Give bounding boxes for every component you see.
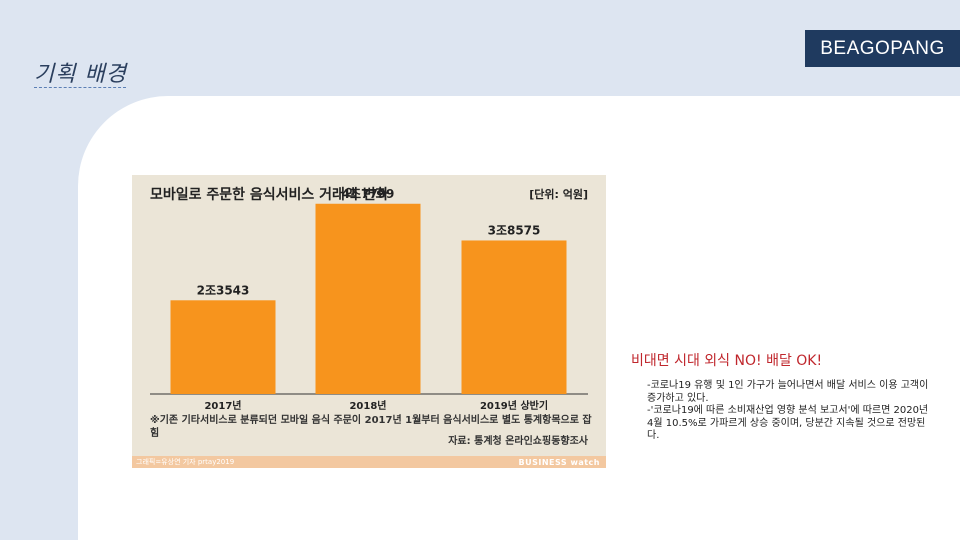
category-label-1: 2018년 [349, 399, 386, 412]
bar-1 [315, 203, 421, 394]
bar-0 [170, 300, 276, 394]
chart-watermark: BUSINESS watch [518, 458, 600, 467]
bar-value-label-0: 2조3543 [197, 283, 250, 297]
description-paragraph-2: -'코로나19에 따른 소비재산업 영향 분석 보고서'에 따르면 2020년 … [647, 405, 929, 441]
chart-source: 자료: 통계청 온라인쇼핑동향조사 [448, 436, 588, 447]
headline: 비대면 시대 외식 NO! 배달 OK! [631, 353, 823, 369]
chart-title: 모바일로 주문한 음식서비스 거래액 변화 [150, 187, 389, 203]
page-title: 기획 배경 [34, 62, 127, 87]
title-underline [34, 87, 126, 88]
chart-card: 모바일로 주문한 음식서비스 거래액 변화 [단위: 억원] 2조3543 201… [132, 175, 606, 468]
bar-value-label-2: 3조8575 [488, 223, 541, 237]
brand-badge: BEAGOPANG [805, 30, 960, 67]
chart-bottom-strip: 그래픽=유상연 기자 prtay2019 BUSINESS watch [132, 456, 606, 468]
bar-2 [461, 240, 567, 394]
category-label-0: 2017년 [204, 399, 241, 412]
bar-value-label-1: 4조7799 [342, 187, 395, 201]
description: -코로나19 유행 및 1인 가구가 늘어나면서 배달 서비스 이용 고객이 증… [647, 380, 937, 443]
chart-unit: [단위: 억원] [529, 188, 588, 201]
chart-credit: 그래픽=유상연 기자 prtay2019 [136, 458, 235, 466]
bar-chart: 2조3543 2017년 4조7799 2018년 3조8575 2019년 상반기 [150, 187, 588, 412]
description-paragraph-1: -코로나19 유행 및 1인 가구가 늘어나면서 배달 서비스 이용 고객이 증… [647, 380, 929, 404]
category-label-2: 2019년 상반기 [480, 399, 548, 412]
chart-footnote: ※기존 기타서비스로 분류되던 모바일 음식 주문이 2017년 1월부터 음식… [150, 415, 592, 439]
